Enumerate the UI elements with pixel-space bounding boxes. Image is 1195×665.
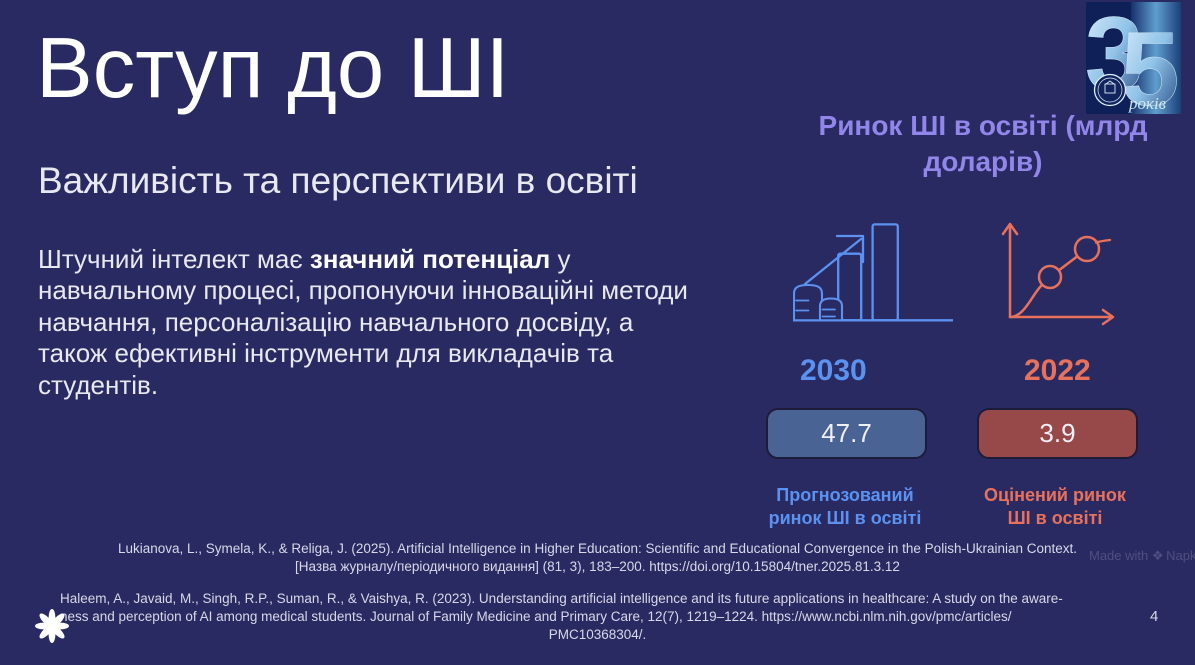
- svg-text:років: років: [1128, 94, 1167, 113]
